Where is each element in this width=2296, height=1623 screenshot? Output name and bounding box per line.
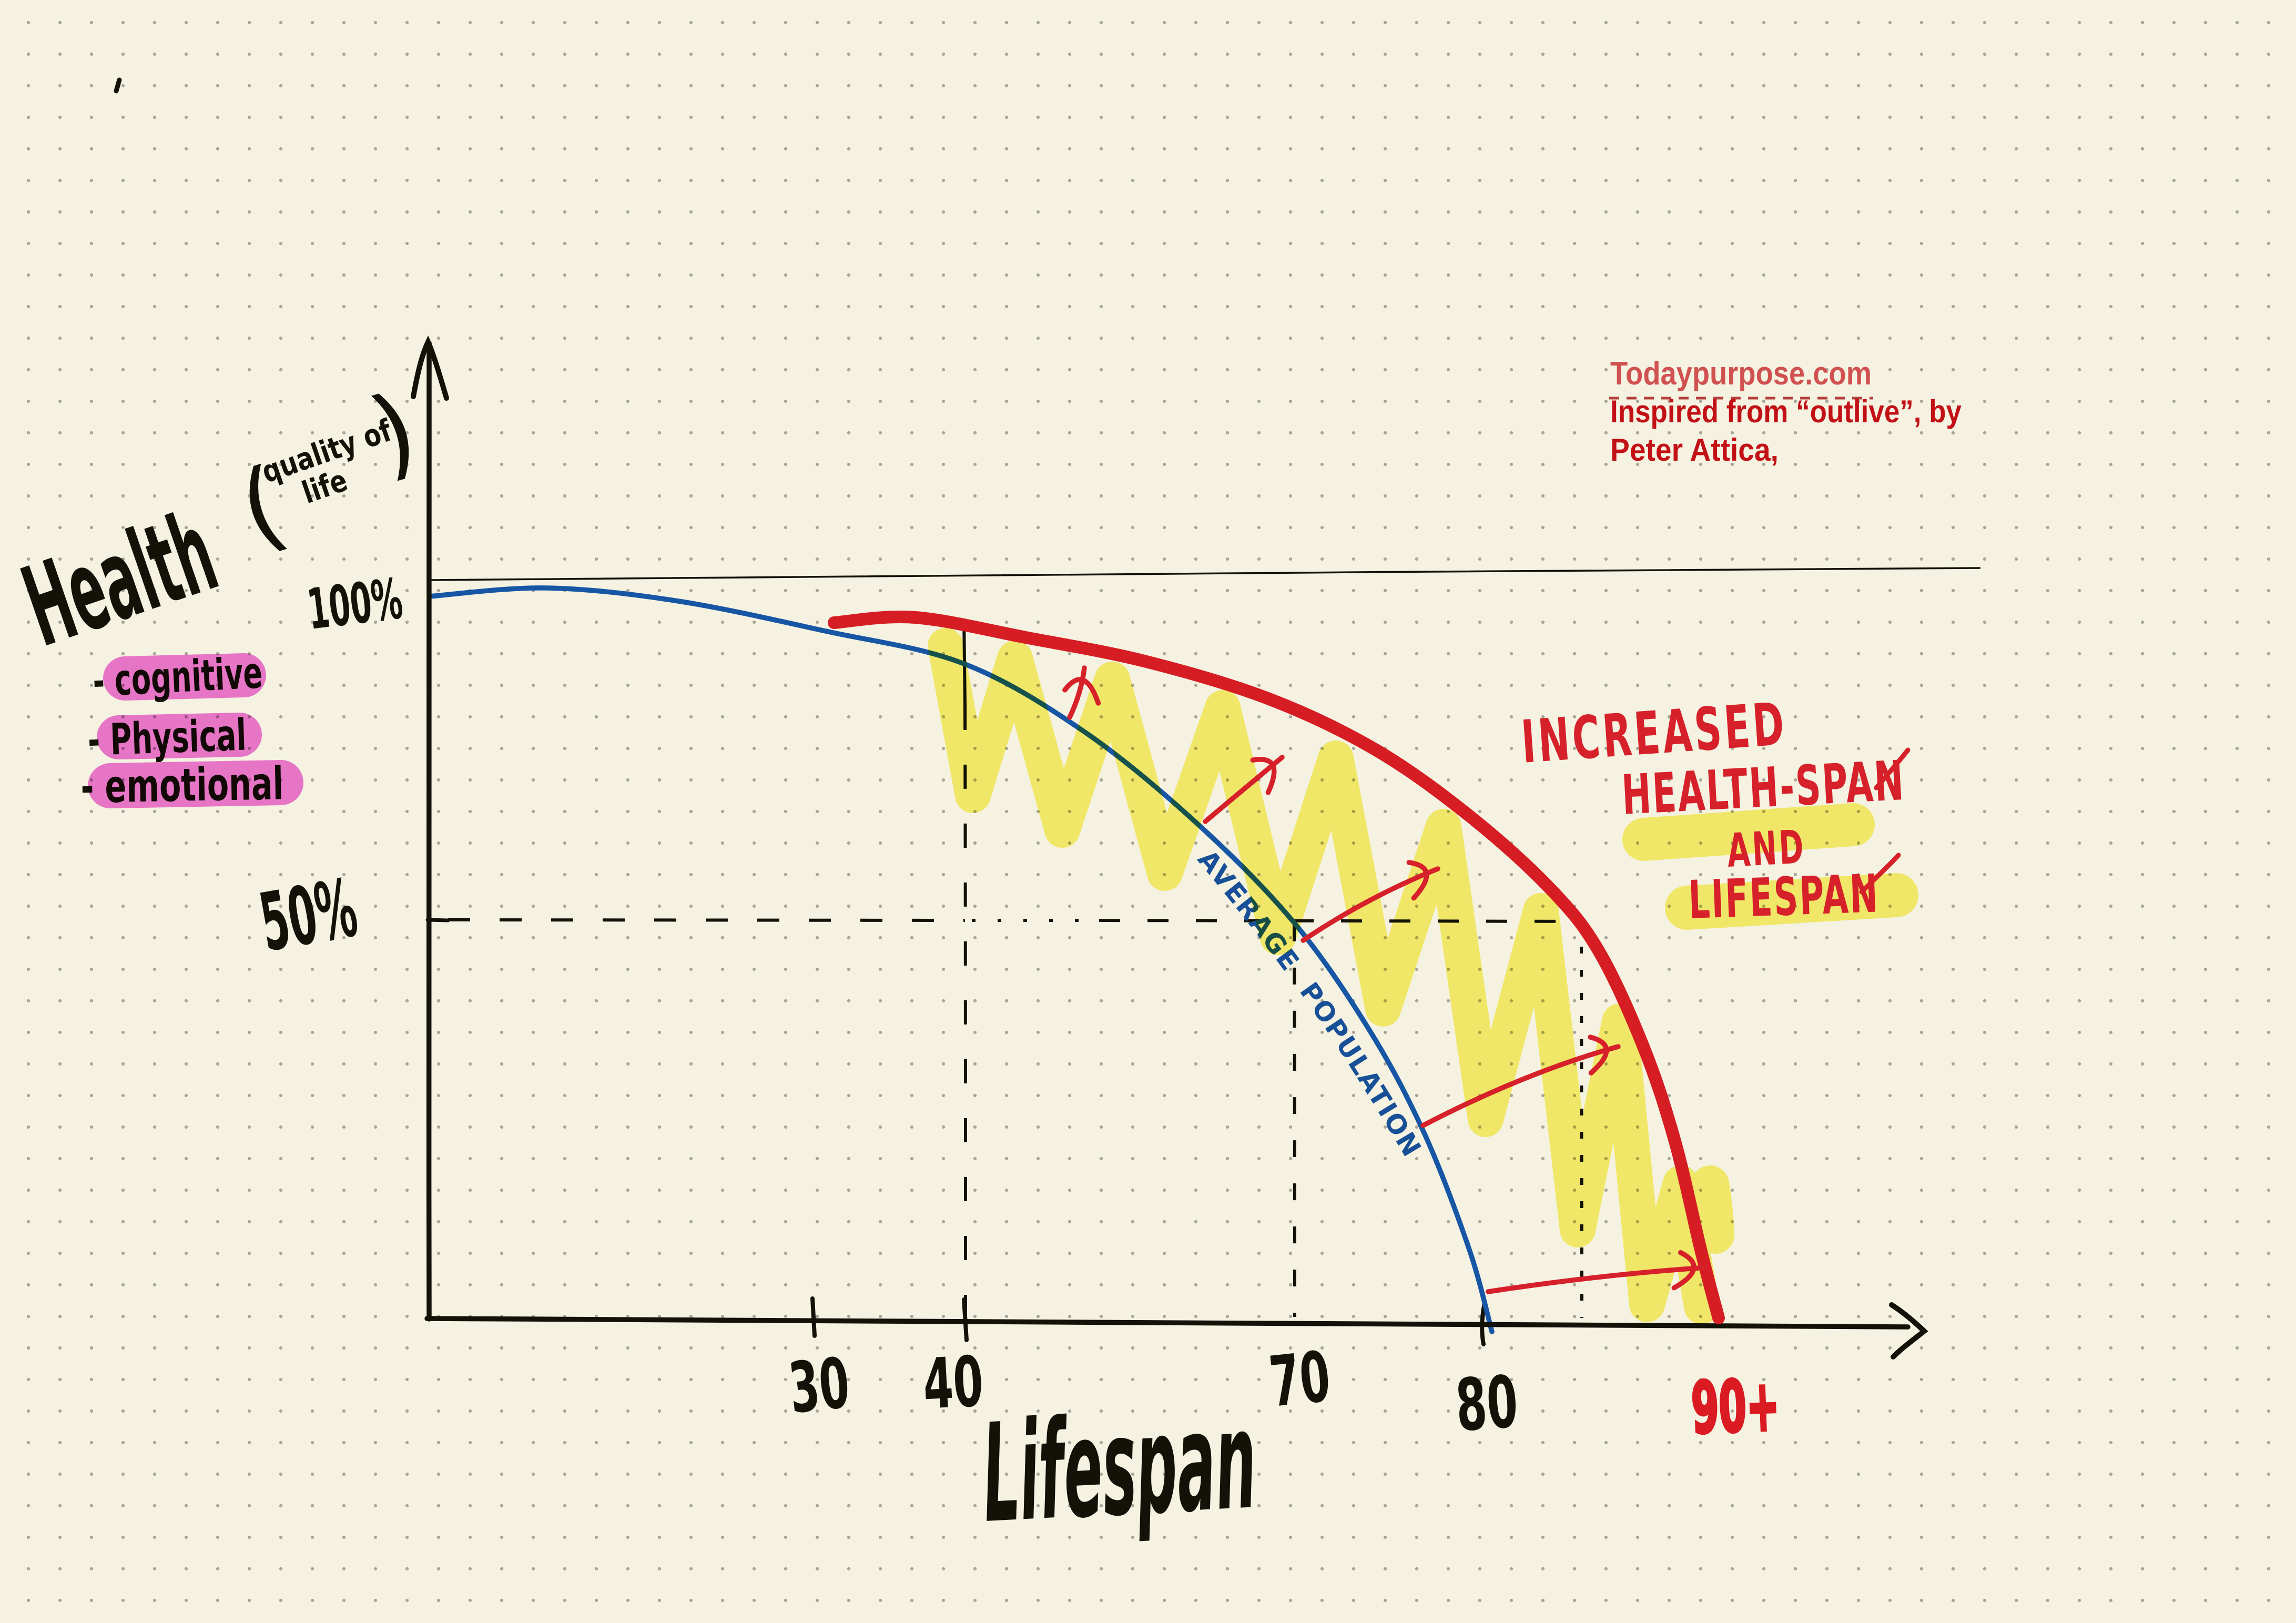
annotation-line-4: LIFESPAN bbox=[1688, 863, 1881, 930]
annotation-line-2: HEALTH-SPAN bbox=[1620, 748, 1906, 827]
yellow-marker bbox=[928, 628, 1918, 1324]
watermark-credit-line1: Inspired from “outlive”, by bbox=[1610, 394, 1962, 429]
gain-arrow-shaft-5 bbox=[1486, 1265, 1709, 1294]
axes bbox=[411, 336, 1928, 1360]
watermark-credit-line2: Peter Attica, bbox=[1610, 432, 1779, 468]
swash-lifespan bbox=[1859, 853, 1901, 895]
highlight-lifespan bbox=[1665, 873, 1918, 930]
highlight-cognitive bbox=[103, 653, 266, 701]
gain-arrow-head-1 bbox=[1062, 677, 1101, 706]
x-axis-arrowhead-icon bbox=[1889, 1302, 1928, 1360]
hundred-percent-line bbox=[430, 567, 1981, 581]
improved-healthspan-curve bbox=[828, 610, 1725, 1324]
gain-arrows bbox=[1062, 665, 1709, 1294]
x-tick-90plus: 90+ bbox=[1690, 1364, 1781, 1449]
gain-arrow-head-5 bbox=[1671, 1250, 1696, 1291]
gain-arrow-head-4 bbox=[1588, 1034, 1609, 1076]
yellow-blob-right bbox=[1691, 1165, 1734, 1254]
highlight-emotional bbox=[88, 760, 303, 808]
gain-arrow-shaft-1 bbox=[1067, 665, 1087, 720]
y-axis-arrowhead-icon bbox=[411, 336, 449, 401]
watermark-site-link[interactable]: Todaypurpose.com bbox=[1610, 356, 1872, 392]
gain-arrow-head-3 bbox=[1406, 860, 1429, 901]
x-tick-80: 80 bbox=[1453, 1360, 1520, 1447]
x-tick-70: 70 bbox=[1266, 1336, 1334, 1423]
gain-arrow-head-2 bbox=[1250, 757, 1277, 795]
y-tick-50: 50% bbox=[253, 861, 364, 970]
increased-annotation: INCREASED HEALTH-SPAN AND LIFESPAN bbox=[1519, 691, 1911, 931]
x-tick-40: 40 bbox=[921, 1341, 986, 1425]
x-axis-title: Lifespan bbox=[979, 1381, 1259, 1553]
pink-highlights bbox=[88, 653, 303, 808]
x-tick-30: 30 bbox=[785, 1342, 853, 1429]
x-axis-line bbox=[424, 1316, 1911, 1330]
stray-pen-mark bbox=[114, 77, 122, 94]
gain-arrow-shaft-3 bbox=[1301, 866, 1440, 943]
highlight-physical bbox=[97, 713, 262, 759]
watermark-caption: Todaypurpose.com Inspired from “outlive”… bbox=[1609, 356, 1962, 468]
y-tick-100: 100% bbox=[304, 567, 406, 643]
gain-arrow-shaft-4 bbox=[1420, 1044, 1621, 1128]
annotation-line-3: AND bbox=[1726, 820, 1807, 878]
healthspan-gain-scribble bbox=[928, 628, 1720, 1324]
swash-healthspan bbox=[1874, 747, 1911, 790]
highlight-and bbox=[1622, 803, 1875, 861]
